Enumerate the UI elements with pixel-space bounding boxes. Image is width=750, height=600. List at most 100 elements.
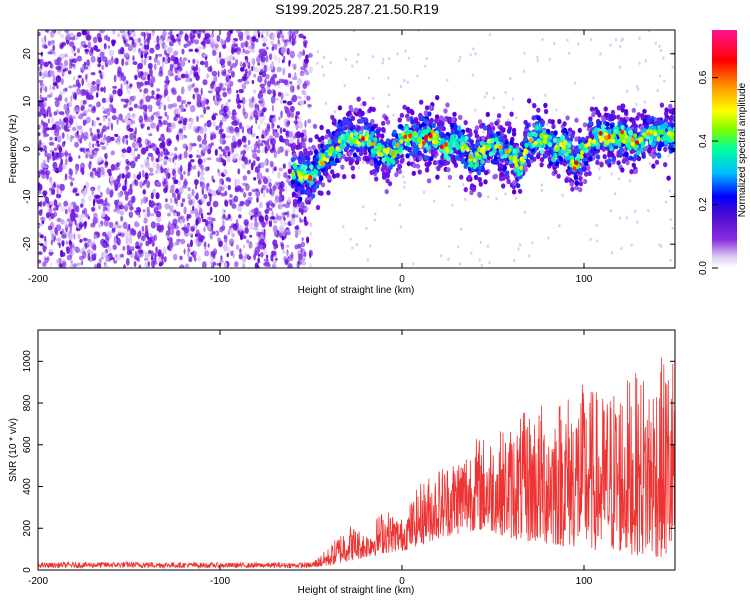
noise-cell (160, 150, 164, 158)
noise-cell (169, 156, 173, 164)
noise-cell (58, 146, 63, 153)
noise-cell (134, 179, 139, 187)
noise-cell (227, 81, 230, 89)
noise-cell (93, 45, 98, 51)
noise-cell (87, 41, 92, 49)
noise-cell (111, 39, 116, 47)
noise-cell (214, 148, 218, 156)
noise-cell (142, 169, 145, 178)
noise-cell (219, 58, 225, 66)
noise-cell (41, 72, 46, 80)
noise-cell (52, 161, 58, 169)
noise-cell (132, 141, 136, 149)
signal-cell (511, 131, 517, 137)
signal-cell (501, 183, 506, 189)
noise-cell (252, 30, 258, 38)
noise-cell (130, 227, 135, 234)
signal-cell (351, 173, 356, 180)
noise-cell (244, 50, 250, 55)
noise-cell (553, 41, 556, 46)
noise-cell (95, 217, 99, 224)
signal-cell (569, 181, 574, 187)
chart-title: S199.2025.287.21.50.R19 (275, 1, 439, 17)
signal-cell (384, 189, 389, 195)
noise-cell (598, 167, 601, 171)
noise-cell (283, 55, 286, 61)
noise-cell (250, 132, 256, 138)
signal-cell (633, 168, 639, 174)
noise-cell (155, 180, 161, 187)
noise-cell (469, 53, 472, 57)
noise-cell (119, 210, 125, 216)
noise-cell (75, 205, 80, 213)
noise-cell (96, 117, 100, 121)
noise-cell (301, 89, 306, 95)
noise-cell (458, 262, 462, 266)
noise-cell (201, 261, 207, 268)
signal-cell (659, 102, 665, 108)
noise-cell (232, 113, 235, 117)
signal-cell (354, 159, 360, 165)
noise-cell (60, 250, 63, 258)
signal-cell (511, 127, 517, 133)
noise-cell (115, 221, 119, 225)
noise-cell (148, 116, 154, 123)
noise-cell (172, 212, 177, 217)
noise-cell (72, 263, 78, 268)
noise-cell (282, 249, 285, 254)
noise-cell (69, 168, 73, 177)
noise-cell (60, 158, 64, 166)
noise-cell (224, 82, 227, 87)
signal-cell (529, 154, 534, 160)
signal-cell (494, 120, 499, 126)
noise-cell (459, 227, 463, 231)
noise-cell (178, 77, 182, 81)
noise-cell (273, 81, 278, 87)
noise-cell (79, 239, 83, 243)
noise-cell (139, 181, 143, 189)
noise-cell (231, 47, 235, 55)
noise-cell (284, 150, 289, 157)
noise-cell (278, 91, 282, 97)
noise-cell (60, 77, 64, 85)
noise-cell (188, 48, 194, 52)
noise-cell (113, 208, 117, 213)
noise-cell (176, 95, 182, 103)
noise-cell (298, 253, 303, 261)
noise-cell (179, 255, 183, 261)
noise-cell (218, 109, 225, 116)
noise-cell (106, 126, 110, 130)
noise-cell (667, 154, 670, 158)
noise-cell (90, 108, 96, 114)
noise-cell (223, 261, 228, 268)
noise-cell (165, 230, 171, 236)
noise-cell (54, 99, 60, 108)
noise-cell (172, 157, 175, 163)
signal-cell (432, 150, 438, 156)
noise-cell (65, 240, 68, 245)
noise-cell (145, 146, 149, 152)
noise-cell (658, 243, 661, 247)
noise-cell (193, 251, 198, 255)
signal-cell (438, 159, 443, 165)
noise-cell (270, 189, 275, 195)
noise-cell (221, 71, 227, 77)
noise-cell (147, 236, 150, 240)
noise-cell (272, 239, 278, 247)
noise-cell (149, 233, 153, 237)
noise-cell (286, 210, 290, 218)
noise-cell (227, 60, 232, 67)
noise-cell (361, 160, 365, 165)
noise-cell (188, 232, 193, 236)
noise-cell (614, 38, 618, 42)
noise-cell (658, 74, 662, 78)
noise-cell (85, 30, 90, 35)
noise-cell (108, 221, 114, 229)
noise-cell (220, 255, 223, 261)
signal-cell (292, 152, 297, 158)
noise-cell (261, 109, 264, 116)
noise-cell (163, 160, 168, 166)
noise-cell (257, 104, 260, 112)
noise-cell (80, 213, 86, 219)
noise-cell (267, 138, 270, 146)
